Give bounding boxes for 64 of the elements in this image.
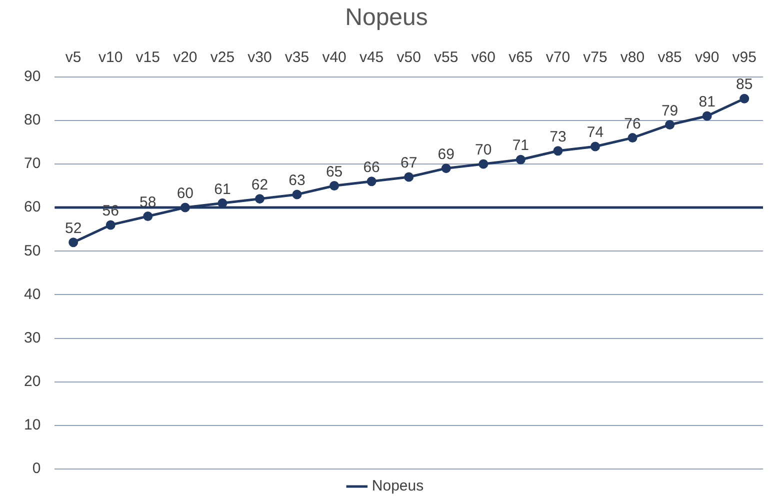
data-label: 81 <box>698 94 716 111</box>
y-tick-label: 90 <box>24 68 41 85</box>
x-tick-label: v20 <box>173 48 198 66</box>
point <box>441 164 451 174</box>
data-label: 85 <box>736 76 753 94</box>
x-tick-label: v60 <box>471 48 496 66</box>
x-tick-label: v15 <box>136 48 160 66</box>
x-tick-label: v25 <box>210 48 235 66</box>
x-tick-label: v75 <box>583 48 608 66</box>
x-tick-label: v35 <box>284 48 310 66</box>
x-tick-label: v45 <box>359 48 384 66</box>
y-tick-label: 20 <box>24 372 41 390</box>
y-tick-label: 50 <box>24 242 41 260</box>
point <box>404 172 414 182</box>
x-tick-label: v80 <box>620 48 645 66</box>
y-tick-label: 70 <box>24 155 41 172</box>
x-tick-label: v30 <box>248 48 272 66</box>
legend-label: Nopeus <box>372 478 424 495</box>
data-label: 79 <box>661 102 678 120</box>
data-label: 63 <box>288 172 306 190</box>
data-label: 71 <box>512 137 530 154</box>
point <box>628 133 638 143</box>
y-tick-label: 60 <box>24 198 41 216</box>
point <box>218 198 228 208</box>
x-tick-label: v85 <box>658 48 682 66</box>
x-tick-label: v95 <box>732 48 756 66</box>
point <box>292 190 302 200</box>
data-label: 74 <box>586 124 604 142</box>
x-tick-label: v65 <box>508 48 533 66</box>
point <box>590 142 600 152</box>
x-tick-label: v5 <box>65 48 82 66</box>
point <box>478 159 488 169</box>
x-tick-label: v70 <box>546 48 570 66</box>
chart-title: Nopeus <box>345 4 428 32</box>
point <box>106 220 116 230</box>
y-tick-label: 80 <box>24 112 41 129</box>
y-tick-label: 0 <box>32 460 41 478</box>
point <box>553 146 563 156</box>
point <box>330 180 340 190</box>
point <box>740 94 750 104</box>
y-tick-label: 30 <box>24 329 41 346</box>
x-tick-label: v55 <box>434 48 458 66</box>
point <box>516 154 526 164</box>
data-label: 66 <box>363 159 380 176</box>
x-tick-label: v40 <box>322 48 346 66</box>
point <box>68 238 78 248</box>
point <box>702 111 712 121</box>
point <box>665 120 675 130</box>
x-tick-label: v10 <box>98 48 123 66</box>
point <box>143 212 153 221</box>
data-label: 61 <box>214 180 231 198</box>
data-label: 65 <box>326 163 343 180</box>
data-label: 62 <box>251 176 268 194</box>
data-label: 52 <box>64 220 82 238</box>
data-label: 69 <box>438 146 454 163</box>
data-label: 73 <box>550 128 566 146</box>
x-tick-label: v90 <box>694 48 720 66</box>
point <box>254 194 264 204</box>
data-label: 60 <box>176 185 194 202</box>
y-tick-label: 40 <box>24 286 41 303</box>
point <box>366 176 376 186</box>
x-tick-label: v50 <box>396 48 421 66</box>
data-label: 70 <box>475 142 492 159</box>
y-tick-label: 10 <box>24 416 41 434</box>
